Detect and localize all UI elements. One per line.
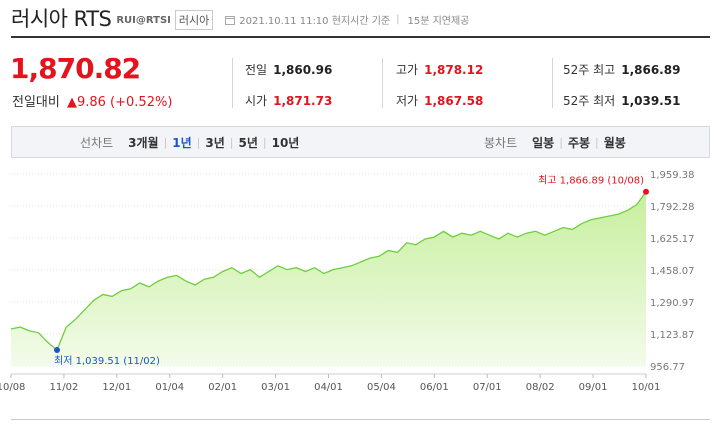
x-tick-label: 07/01 [473, 382, 502, 393]
candle-chart-label: 봉차트 [484, 135, 518, 150]
x-tick-label: 10/08 [0, 382, 25, 393]
x-tick-label: 11/02 [50, 382, 79, 393]
tab-separator: | [595, 135, 599, 149]
tab-separator: | [196, 135, 201, 149]
stat-value: 1,039.51 [621, 94, 681, 108]
stat-value: 1,866.89 [621, 63, 681, 77]
y-tick-label: 1,458.07 [650, 266, 695, 277]
x-tick-label: 02/01 [208, 382, 237, 393]
price-chart: 1,959.38 1,792.28 1,625.17 1,458.07 1,290.97… [0, 160, 715, 427]
x-tick-label: 04/01 [314, 382, 343, 393]
price-chart-svg: 1,959.38 1,792.28 1,625.17 1,458.07 1,290.97… [0, 170, 695, 393]
tab-candle_ranges-0[interactable]: 일봉 [532, 135, 555, 150]
country-tag[interactable]: 러시아 [174, 9, 214, 30]
tab-line_ranges-4[interactable]: 10년 [271, 135, 300, 150]
footer-divider [11, 419, 710, 420]
current-price: 1,870.82 [10, 52, 141, 85]
divider [232, 58, 233, 108]
tab-line_ranges-0[interactable]: 3개월 [128, 135, 159, 150]
divider: | [396, 14, 400, 25]
x-tick-label: 09/01 [579, 382, 608, 393]
y-tick-label: 1,123.87 [650, 330, 695, 341]
tab-line_ranges-1[interactable]: 1년 [172, 135, 192, 150]
delay-note: 15분 지연제공 [407, 16, 470, 27]
up-arrow-icon: ▲ [66, 95, 77, 110]
x-tick-label: 01/04 [155, 382, 184, 393]
tab-line_ranges-2[interactable]: 3년 [205, 135, 225, 150]
header: 러시아 RTS RUI@RTSI 러시아 2021.10.11 11:10 현지… [11, 4, 469, 32]
series-line [10, 191, 647, 352]
low-marker [54, 347, 61, 354]
divider [382, 58, 383, 108]
header-divider [11, 36, 710, 38]
stat-label: 52주 최저 [563, 94, 616, 108]
tab-separator: | [229, 135, 234, 149]
y-tick-label: 1,792.28 [650, 202, 695, 213]
quote-datetime: 2021.10.11 11:10 현지시간 기준 [239, 16, 391, 27]
y-tick-label: 1,290.97 [650, 298, 695, 309]
stat-value: 1,871.73 [273, 94, 333, 108]
index-code: RUI@RTSI [116, 15, 171, 26]
low-label: 최저 1,039.51 (11/02) [54, 355, 160, 367]
candle-chart-group: 봉차트 일봉 | 주봉 | 월봉 [484, 127, 631, 157]
stat-prev-close: 전일 1,860.96 [245, 61, 332, 78]
stat-value: 1,867.58 [424, 94, 484, 108]
tab-separator: | [163, 135, 168, 149]
y-tick-label: 1,959.38 [650, 170, 695, 181]
index-title: 러시아 RTS [11, 7, 112, 31]
calendar-icon [225, 15, 236, 25]
tab-separator: | [262, 135, 267, 149]
change-value: 9.86 (+0.52%) [76, 95, 173, 110]
stat-52w-low: 52주 최저 1,039.51 [563, 92, 680, 109]
x-tick-label: 06/01 [420, 382, 449, 393]
x-tick-label: 03/01 [261, 382, 290, 393]
tab-line_ranges-3[interactable]: 5년 [238, 135, 258, 150]
y-tick-label: 956.77 [650, 362, 685, 373]
tab-candle_ranges-1[interactable]: 주봉 [567, 135, 591, 150]
high-marker [643, 188, 649, 195]
stat-value: 1,860.96 [273, 63, 333, 77]
stat-open: 시가 1,871.73 [245, 92, 332, 109]
line-chart-group: 선차트 3개월 | 1년 | 3년 | 5년 | 10년 [80, 127, 304, 157]
stat-52w-high: 52주 최고 1,866.89 [563, 61, 680, 78]
stat-label: 시가 [245, 94, 268, 108]
x-tick-label: 08/02 [526, 382, 555, 393]
stat-label: 저가 [396, 94, 419, 108]
x-tick-label: 10/01 [632, 382, 661, 393]
price-change: 전일대비 ▲9.86 (+0.52%) [12, 91, 172, 110]
tab-separator: | [559, 135, 563, 149]
area-fill [11, 191, 646, 366]
tab-candle_ranges-2[interactable]: 월봉 [603, 135, 626, 150]
change-label: 전일대비 [12, 95, 60, 110]
stat-low: 저가 1,867.58 [396, 92, 483, 109]
line-chart-label: 선차트 [80, 135, 114, 150]
high-label: 최고 1,866.89 (10/08) [538, 175, 644, 187]
stat-label: 전일 [245, 63, 268, 77]
x-tick-label: 05/04 [367, 382, 396, 393]
stat-label: 고가 [396, 63, 419, 77]
x-tick-label: 12/01 [102, 382, 131, 393]
y-tick-label: 1,625.17 [650, 234, 695, 245]
divider [552, 58, 553, 108]
stat-value: 1,878.12 [424, 63, 484, 77]
stat-label: 52주 최고 [563, 63, 616, 77]
stat-high: 고가 1,878.12 [396, 61, 483, 78]
chart-tab-bar: 선차트 3개월 | 1년 | 3년 | 5년 | 10년 봉차트 일봉 | 주봉 | 월봉 [11, 126, 710, 158]
